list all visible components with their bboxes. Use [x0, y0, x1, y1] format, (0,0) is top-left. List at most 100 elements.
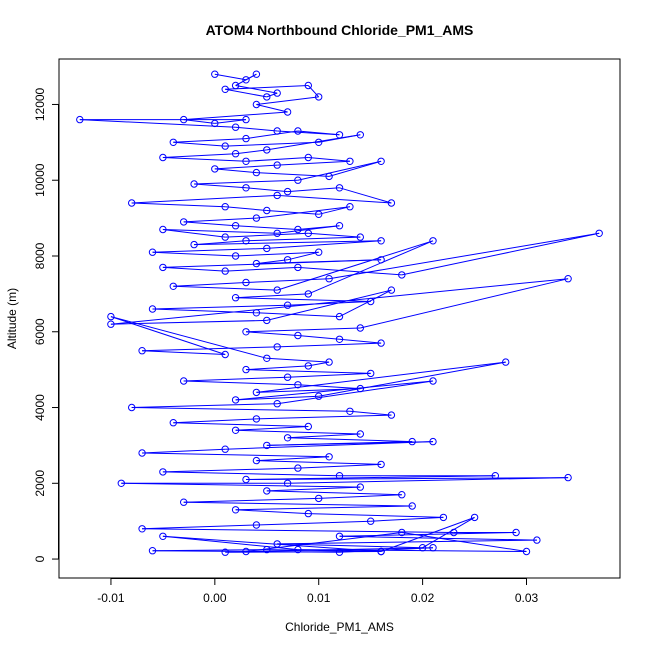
- series-segment: [266, 490, 402, 496]
- data-point: [190, 240, 198, 249]
- data-point: [356, 430, 364, 438]
- data-point: [252, 388, 261, 397]
- data-point: [252, 259, 261, 268]
- data-point: [387, 286, 396, 294]
- series-segment: [225, 85, 309, 90]
- series-segment: [245, 477, 569, 480]
- data-point: [231, 396, 240, 404]
- series-segment: [266, 134, 361, 151]
- series-segment: [173, 418, 257, 424]
- data-point: [252, 415, 261, 423]
- series-segment: [162, 535, 382, 552]
- data-point: [325, 275, 333, 283]
- data-point: [283, 373, 292, 381]
- data-point: [283, 479, 292, 487]
- data-point: [346, 157, 354, 166]
- y-tick-label: 10000: [33, 163, 47, 197]
- data-point: [325, 172, 333, 181]
- data-point: [273, 127, 281, 135]
- data-point: [252, 521, 261, 529]
- series-segment: [245, 369, 371, 374]
- series-segment: [245, 130, 298, 140]
- series-segment: [194, 179, 298, 185]
- data-point: [335, 532, 344, 540]
- data-point: [221, 85, 229, 94]
- series-segment: [183, 119, 215, 124]
- data-point: [294, 127, 302, 135]
- data-point: [356, 384, 364, 393]
- series-segment: [339, 338, 382, 344]
- y-tick-label: 2000: [33, 470, 47, 497]
- data-point: [304, 153, 312, 162]
- series-segment: [297, 335, 340, 340]
- data-point: [273, 400, 281, 408]
- series-segment: [245, 365, 309, 371]
- series-segment: [287, 372, 371, 378]
- data-point: [564, 275, 572, 283]
- series-segment: [297, 266, 402, 276]
- series-segment: [235, 426, 309, 431]
- x-tick-label: 0.00: [203, 591, 227, 605]
- data-point: [367, 297, 375, 306]
- data-point: [211, 119, 219, 128]
- data-point: [252, 100, 261, 109]
- data-point: [346, 203, 354, 211]
- chart-title: ATOM4 Northbound Chloride_PM1_AMS: [206, 22, 474, 38]
- data-point: [429, 377, 437, 385]
- x-tick-label: 0.03: [515, 591, 539, 605]
- data-point: [242, 475, 250, 484]
- data-point: [231, 222, 240, 230]
- data-point: [242, 134, 250, 143]
- data-point: [304, 290, 312, 298]
- data-point: [221, 350, 229, 359]
- data-point: [242, 328, 250, 336]
- series-segment: [307, 85, 320, 98]
- data-point: [242, 115, 250, 124]
- series-segment: [162, 471, 340, 477]
- series-segment: [214, 164, 278, 170]
- series-segment: [214, 73, 247, 81]
- series-segment: [277, 194, 392, 204]
- x-tick-label: -0.01: [97, 591, 125, 605]
- data-point: [294, 381, 302, 389]
- series-segment: [287, 433, 361, 439]
- series-segment: [183, 380, 298, 386]
- series-segment: [245, 532, 402, 552]
- series-segment: [131, 407, 350, 412]
- series-segment: [339, 187, 392, 204]
- data-point: [263, 206, 271, 215]
- data-point: [315, 392, 323, 400]
- data-point: [325, 358, 333, 366]
- data-point: [377, 460, 385, 469]
- data-point: [429, 544, 437, 552]
- data-point: [231, 252, 240, 260]
- series-segment: [173, 422, 309, 427]
- series-segment: [131, 194, 278, 204]
- series-segment: [401, 232, 600, 276]
- series-segment: [235, 251, 319, 257]
- series-segment: [422, 516, 475, 549]
- series-segment: [162, 153, 236, 158]
- series-segment: [225, 232, 309, 238]
- data-point: [221, 548, 229, 556]
- series-segment: [266, 289, 392, 321]
- data-point: [221, 142, 229, 150]
- data-point: [252, 214, 261, 222]
- data-point: [273, 89, 281, 97]
- series-segment: [110, 278, 569, 325]
- series-segment: [235, 429, 361, 435]
- data-point: [377, 157, 385, 166]
- data-point: [231, 426, 240, 434]
- data-point: [263, 93, 271, 101]
- data-point: [367, 369, 375, 378]
- data-point: [263, 441, 271, 450]
- data-point: [159, 153, 167, 162]
- data-point: [398, 271, 406, 279]
- data-point: [138, 347, 146, 355]
- data-point: [325, 453, 333, 461]
- series-segment: [308, 232, 361, 238]
- data-point: [273, 229, 281, 238]
- series-segment: [235, 509, 309, 515]
- series-segment: [152, 304, 288, 310]
